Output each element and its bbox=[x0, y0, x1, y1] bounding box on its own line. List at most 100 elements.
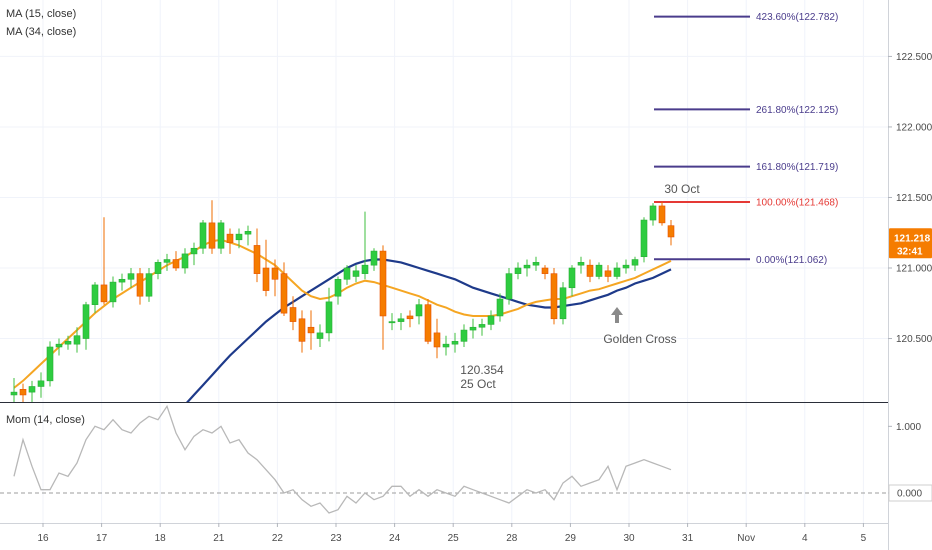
candle-body bbox=[595, 264, 603, 277]
fib-level-label: 423.60%(122.782) bbox=[756, 12, 838, 23]
countdown-label: 32:41 bbox=[897, 246, 923, 257]
candle-body bbox=[316, 332, 324, 339]
candle-body bbox=[478, 324, 486, 328]
candle-body bbox=[280, 273, 288, 314]
candle-body bbox=[217, 222, 225, 249]
candle-body bbox=[568, 267, 576, 289]
candle-body bbox=[577, 262, 585, 266]
current-price-tag bbox=[889, 228, 932, 259]
candle-body bbox=[604, 270, 612, 277]
candle-body bbox=[100, 284, 108, 303]
candle-body bbox=[190, 247, 198, 255]
candle-body bbox=[388, 321, 396, 324]
candle-body bbox=[253, 245, 261, 274]
time-tick-label: 24 bbox=[389, 533, 401, 544]
candle-body bbox=[523, 264, 531, 269]
time-tick-label: 5 bbox=[861, 533, 867, 544]
candle-body bbox=[586, 264, 594, 277]
candle-body bbox=[496, 298, 504, 317]
candle-body bbox=[361, 264, 369, 274]
fib-level-label: 161.80%(121.719) bbox=[756, 162, 838, 173]
time-tick-label: 30 bbox=[623, 533, 635, 544]
candle-body bbox=[442, 343, 450, 348]
candle-body bbox=[559, 287, 567, 320]
candle-body bbox=[235, 233, 243, 241]
candle-body bbox=[433, 332, 441, 348]
candle-body bbox=[640, 219, 648, 258]
main-price-pane[interactable]: 423.60%(122.782) 261.80%(122.125) 161.80%(… bbox=[0, 0, 888, 494]
candle-body bbox=[154, 262, 162, 274]
candle-body bbox=[631, 259, 639, 266]
candle-body bbox=[172, 259, 180, 269]
candle-body bbox=[307, 326, 315, 334]
annotation-high-date: 30 Oct bbox=[664, 182, 700, 196]
candle-body bbox=[64, 341, 72, 345]
candle-body bbox=[505, 273, 513, 300]
price-tick-label: 122.000 bbox=[896, 122, 932, 133]
candle-body bbox=[46, 346, 54, 382]
fib-level-label: 0.00%(121.062) bbox=[756, 255, 827, 266]
candle-body bbox=[406, 315, 414, 320]
time-tick-label: 18 bbox=[155, 533, 167, 544]
price-axis[interactable]: 120.500 121.000 121.500 122.000 122.500 121.2… bbox=[888, 52, 932, 345]
candle-body bbox=[136, 273, 144, 297]
candle-body bbox=[226, 233, 234, 243]
candle-body bbox=[199, 222, 207, 249]
momentum-axis[interactable]: 1.000 0.000 bbox=[888, 422, 932, 502]
candle-body bbox=[109, 281, 117, 303]
annotation-low-date: 25 Oct bbox=[460, 377, 496, 391]
candle-body bbox=[649, 205, 657, 221]
annotation-low-price: 120.354 bbox=[460, 363, 504, 377]
time-tick-label: 22 bbox=[272, 533, 284, 544]
candle-body bbox=[397, 318, 405, 322]
candle-body bbox=[19, 389, 27, 396]
momentum-grid bbox=[42, 403, 864, 523]
price-tick-label: 121.500 bbox=[896, 193, 932, 204]
candle-body bbox=[208, 222, 216, 249]
candle-body bbox=[91, 284, 99, 305]
candle-body bbox=[613, 267, 621, 277]
golden-cross-arrow-icon bbox=[611, 307, 623, 323]
candle-body bbox=[181, 253, 189, 269]
time-tick-label: 23 bbox=[330, 533, 342, 544]
time-axis[interactable]: 16 17 18 21 22 23 24 25 28 29 30 31 Nov 4 5 bbox=[37, 523, 867, 544]
momentum-pane[interactable] bbox=[0, 403, 888, 523]
time-tick-label: 21 bbox=[213, 533, 225, 544]
candle-body bbox=[289, 307, 297, 322]
time-tick-label: 16 bbox=[37, 533, 49, 544]
candle-body bbox=[415, 304, 423, 317]
legend-ma34[interactable]: MA (34, close) bbox=[6, 26, 76, 38]
candle-body bbox=[244, 231, 252, 235]
momentum-line bbox=[13, 404, 672, 514]
main-pane-background bbox=[0, 0, 888, 402]
price-tick-label: 122.500 bbox=[896, 52, 932, 63]
candle-body bbox=[118, 278, 126, 283]
candle-body bbox=[343, 267, 351, 280]
momentum-value-label: 0.000 bbox=[897, 489, 922, 500]
candle-body bbox=[469, 326, 477, 331]
candle-body bbox=[325, 301, 333, 334]
legend-momentum[interactable]: Mom (14, close) bbox=[6, 414, 85, 426]
candle-body bbox=[424, 304, 432, 342]
ma34-line bbox=[186, 258, 672, 402]
time-tick-label: Nov bbox=[737, 533, 755, 544]
legend-ma15[interactable]: MA (15, close) bbox=[6, 8, 76, 20]
candle-body bbox=[460, 329, 468, 342]
candle-body bbox=[514, 267, 522, 274]
fib-level-label: 261.80%(122.125) bbox=[756, 105, 838, 116]
candle-body bbox=[28, 386, 36, 393]
candle-body bbox=[658, 205, 666, 224]
candle-body bbox=[334, 278, 342, 297]
candle-body bbox=[622, 264, 630, 269]
price-tick-label: 120.500 bbox=[896, 334, 932, 345]
price-tick-label: 121.000 bbox=[896, 264, 932, 275]
time-tick-label: 31 bbox=[682, 533, 694, 544]
candle-body bbox=[541, 267, 549, 274]
fibonacci-extension[interactable]: 423.60%(122.782) 261.80%(122.125) 161.80%(… bbox=[654, 12, 838, 266]
candle-body bbox=[145, 273, 153, 297]
candle-body bbox=[163, 259, 171, 263]
momentum-tick-label: 1.000 bbox=[896, 422, 921, 433]
candle-body bbox=[10, 391, 18, 396]
candle-body bbox=[271, 267, 279, 280]
